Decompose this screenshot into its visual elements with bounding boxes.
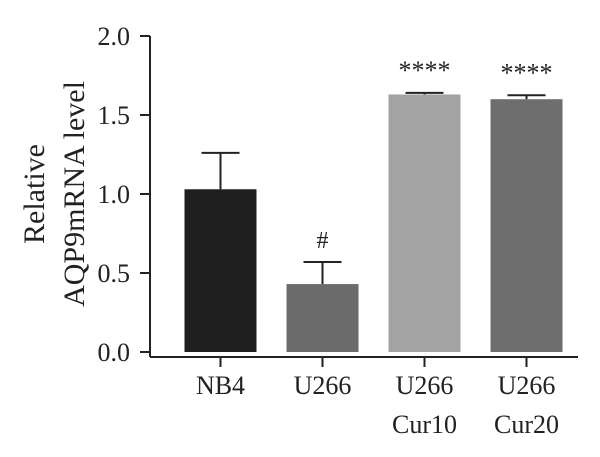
y-tick-label: 0.5 xyxy=(98,259,131,288)
x-axis: NB4 U266 U266 Cur10 U266 Cur20 xyxy=(150,356,578,439)
bar xyxy=(286,284,359,352)
bar xyxy=(388,94,461,353)
significance-label: **** xyxy=(501,58,553,87)
x-tick-label: Cur10 xyxy=(392,410,457,439)
y-tick-label: 1.0 xyxy=(98,180,131,209)
x-tick-label: U266 xyxy=(396,371,454,400)
y-axis-label: Relative AQP9mRNA level xyxy=(18,81,91,307)
x-tick-label: U266 xyxy=(498,371,556,400)
x-tick-label: Cur20 xyxy=(494,410,559,439)
bar xyxy=(184,189,257,352)
y-axis: 0.0 0.5 1.0 1.5 2.0 xyxy=(98,22,151,367)
significance-label: **** xyxy=(399,56,451,85)
bar xyxy=(490,99,563,352)
y-tick-label: 0.0 xyxy=(98,338,131,367)
significance-label: # xyxy=(317,228,329,254)
y-axis-label-line: Relative xyxy=(18,144,51,244)
y-axis-label-line: AQP9mRNA level xyxy=(58,81,91,307)
bars: # **** **** xyxy=(184,56,563,353)
y-tick-label: 2.0 xyxy=(98,22,131,51)
y-tick-label: 1.5 xyxy=(98,101,131,130)
x-tick-label: U266 xyxy=(294,371,352,400)
x-tick-label: NB4 xyxy=(196,371,245,400)
